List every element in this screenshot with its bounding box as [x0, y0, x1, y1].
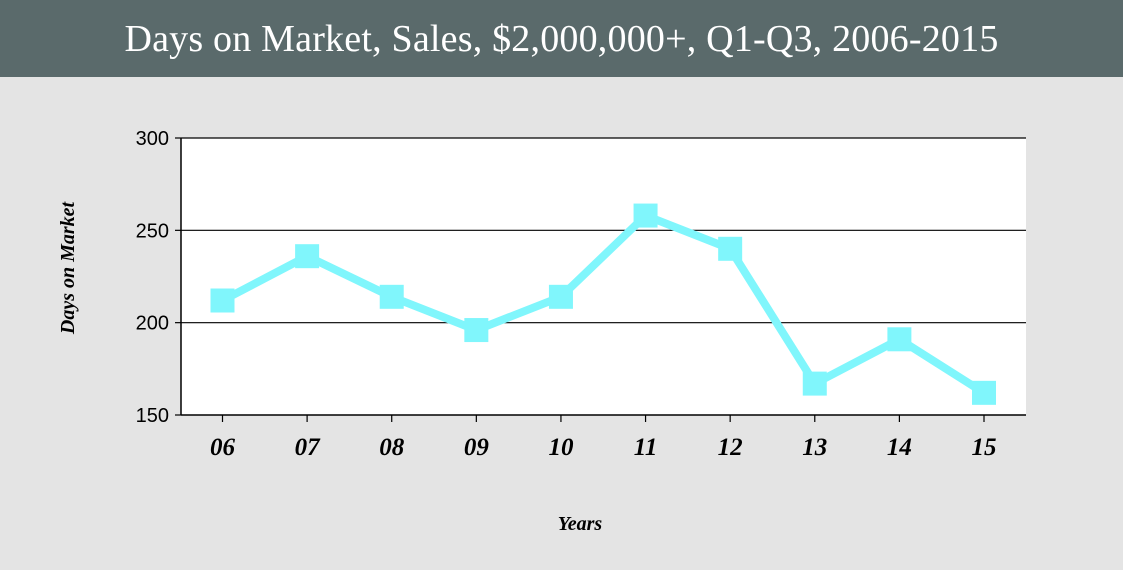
- x-tick-label: 06: [210, 434, 236, 461]
- data-point-marker: [718, 236, 743, 261]
- gridlines: [181, 137, 1026, 324]
- y-tick-label: 200: [136, 313, 169, 335]
- data-point-marker: [210, 288, 235, 313]
- y-axis-title: Days on Market: [57, 200, 79, 335]
- series-days-on-market: [210, 203, 996, 405]
- data-point-marker: [295, 244, 320, 269]
- y-axis-ticks: 150 200 250 300: [136, 128, 181, 427]
- data-point-marker: [633, 203, 658, 228]
- x-axis-title: Years: [558, 513, 603, 535]
- x-tick-label: 10: [548, 434, 574, 461]
- data-point-marker: [887, 327, 912, 352]
- x-tick-label: 11: [634, 434, 658, 461]
- data-point-marker: [464, 318, 489, 343]
- y-tick-label: 150: [136, 405, 169, 427]
- x-tick-label: 15: [972, 434, 997, 461]
- axes: [180, 138, 1026, 416]
- data-point-marker: [802, 371, 827, 396]
- series-line: [220, 210, 987, 397]
- x-tick-label: 13: [802, 434, 827, 461]
- data-point-marker: [548, 284, 573, 309]
- y-tick-label: 250: [136, 220, 169, 242]
- chart-title: Days on Market, Sales, $2,000,000+, Q1-Q…: [124, 17, 999, 60]
- data-point-marker: [379, 284, 404, 309]
- x-tick-label: 08: [379, 434, 405, 461]
- plot-area: [181, 138, 1026, 415]
- x-tick-label: 12: [718, 434, 743, 461]
- x-tick-label: 07: [295, 434, 322, 461]
- x-axis-ticks: 06 07 08 09 10 11 12 13 14 15: [210, 415, 997, 461]
- y-tick-label: 300: [136, 128, 169, 150]
- x-tick-label: 14: [887, 434, 912, 461]
- data-point-marker: [972, 380, 996, 405]
- x-tick-label: 09: [464, 434, 490, 461]
- title-bar: Days on Market, Sales, $2,000,000+, Q1-Q…: [0, 0, 1123, 77]
